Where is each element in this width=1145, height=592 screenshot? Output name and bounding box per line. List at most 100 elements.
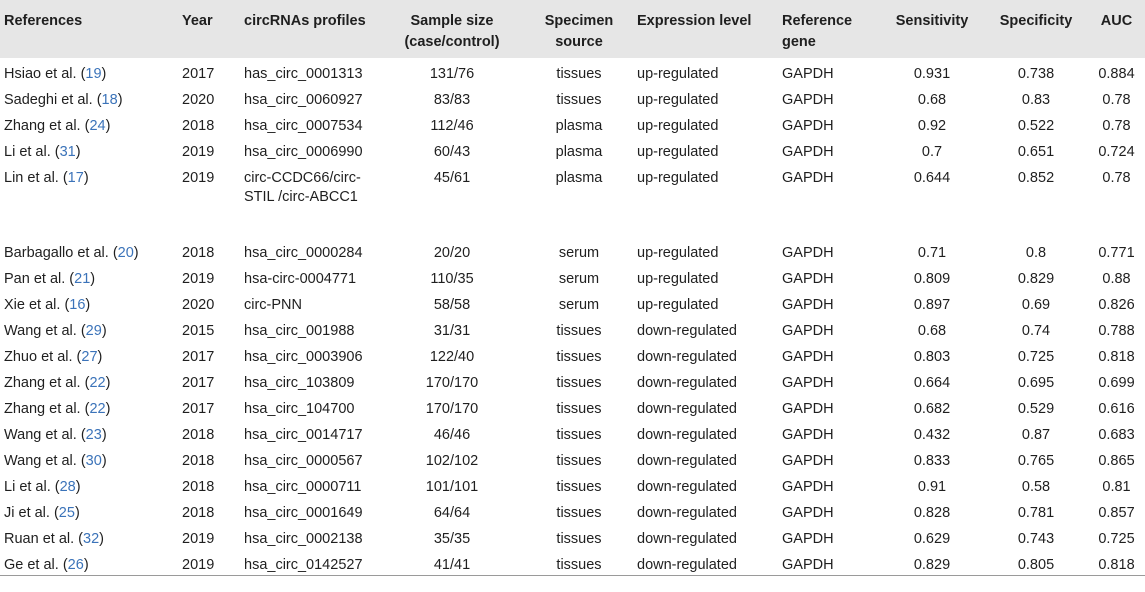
cell-circrna-profile: hsa_circ_0001649 xyxy=(244,505,363,521)
cell-reference: Xie et al. (16) xyxy=(0,289,178,315)
cell-sensitivity: 0.682 xyxy=(913,401,951,417)
cell-circrna-profile: hsa_circ_104700 xyxy=(244,401,355,417)
reference-number-link[interactable]: 32 xyxy=(83,531,100,547)
reference-author: Sadeghi et al. ( xyxy=(4,92,102,108)
cell-reference-gene: GAPDH xyxy=(782,427,834,443)
cell-expression-level: up-regulated xyxy=(637,144,719,160)
cell-circrna-profile: hsa_circ_0006990 xyxy=(244,144,363,160)
cell-sample-size: 45/61 xyxy=(433,170,471,186)
cell-sample-size: 35/35 xyxy=(433,531,471,547)
cell-reference-gene: GAPDH xyxy=(782,531,834,547)
reference-number-link[interactable]: 25 xyxy=(58,505,75,521)
reference-number-link[interactable]: 20 xyxy=(117,245,134,261)
reference-author: Zhang et al. ( xyxy=(4,375,90,391)
cell-year: 2017 xyxy=(182,401,215,417)
reference-close-paren: ) xyxy=(97,349,103,365)
cell-reference: Wang et al. (30) xyxy=(0,445,178,471)
data-table: References Year circRNAs profiles Sample… xyxy=(0,0,1145,576)
cell-year: 2017 xyxy=(182,349,215,365)
reference-close-paren: ) xyxy=(83,170,89,186)
reference-close-paren: ) xyxy=(133,245,139,261)
cell-sensitivity: 0.7 xyxy=(921,144,943,160)
cell-circrna-profile: hsa_circ_0142527 xyxy=(240,549,379,576)
reference-number-link[interactable]: 21 xyxy=(74,271,91,287)
cell-reference-gene: GAPDH xyxy=(782,401,834,417)
reference-number-link[interactable]: 22 xyxy=(89,375,106,391)
cell-specificity: 0.829 xyxy=(1017,271,1055,287)
cell-sample-size: 170/170 xyxy=(425,401,479,417)
cell-circrna-profile: hsa_circ_0002138 xyxy=(244,531,363,547)
table-row: Li et al. (31) 2019 hsa_circ_0006990 60/43 p… xyxy=(0,136,1145,162)
header-sample-size: Sample size (case/control) xyxy=(404,13,500,50)
cell-year: 2018 xyxy=(182,427,215,443)
cell-reference-gene: GAPDH xyxy=(782,349,834,365)
reference-close-paren: ) xyxy=(105,118,111,134)
cell-reference-gene: GAPDH xyxy=(782,245,834,261)
cell-specificity: 0.738 xyxy=(1017,66,1055,82)
reference-number-link[interactable]: 28 xyxy=(59,479,76,495)
header-specificity: Specificity xyxy=(999,13,1073,29)
cell-circrna-profile: hsa_circ_0000284 xyxy=(244,245,363,261)
reference-number-link[interactable]: 29 xyxy=(85,323,102,339)
table-row: Zhang et al. (22) 2017 hsa_circ_104700 170/… xyxy=(0,393,1145,419)
cell-specimen-source: tissues xyxy=(556,323,602,339)
cell-specimen-source: tissues xyxy=(556,479,602,495)
cell-reference: Ruan et al. (32) xyxy=(0,523,178,549)
cell-auc: 0.88 xyxy=(1102,271,1131,287)
cell-year: 2018 xyxy=(182,118,215,134)
cell-circrna-profile: circ-PNN xyxy=(244,297,302,313)
cell-sensitivity: 0.897 xyxy=(913,297,951,313)
cell-year: 2019 xyxy=(182,170,215,186)
cell-specificity: 0.805 xyxy=(984,549,1088,576)
cell-auc: 0.857 xyxy=(1098,505,1135,521)
cell-reference-gene: GAPDH xyxy=(782,118,834,134)
cell-specificity: 0.651 xyxy=(1017,144,1055,160)
reference-close-paren: ) xyxy=(105,401,111,417)
reference-close-paren: ) xyxy=(85,297,91,313)
reference-author: Zhang et al. ( xyxy=(4,401,90,417)
cell-circrna-profile: hsa_circ_0014717 xyxy=(244,427,363,443)
reference-number-link[interactable]: 18 xyxy=(101,92,118,108)
cell-specificity: 0.852 xyxy=(1017,170,1055,186)
reference-number-link[interactable]: 22 xyxy=(89,401,106,417)
cell-reference-gene: GAPDH xyxy=(782,271,834,287)
reference-number-link[interactable]: 26 xyxy=(67,557,84,573)
reference-number-link[interactable]: 31 xyxy=(59,144,76,160)
cell-auc: 0.865 xyxy=(1098,453,1135,469)
cell-specificity: 0.8 xyxy=(1025,245,1047,261)
table-row: Li et al. (28) 2018 hsa_circ_0000711 101/10… xyxy=(0,471,1145,497)
table-row: Zhang et al. (24) 2018 hsa_circ_0007534 112… xyxy=(0,110,1145,136)
header-references: References xyxy=(4,13,83,29)
cell-reference-gene: GAPDH xyxy=(782,144,834,160)
cell-reference: Sadeghi et al. (18) xyxy=(0,84,178,110)
cell-specificity: 0.522 xyxy=(1017,118,1055,134)
cell-specimen-source: tissues xyxy=(556,349,602,365)
cell-auc: 0.788 xyxy=(1098,323,1135,339)
reference-number-link[interactable]: 17 xyxy=(67,170,84,186)
reference-number-link[interactable]: 19 xyxy=(85,66,102,82)
cell-auc: 0.78 xyxy=(1102,118,1131,134)
reference-number-link[interactable]: 24 xyxy=(89,118,106,134)
reference-number-link[interactable]: 23 xyxy=(85,427,102,443)
cell-specificity: 0.529 xyxy=(1017,401,1055,417)
cell-reference: Li et al. (31) xyxy=(0,136,178,162)
cell-circrna-profile: hsa_circ_0000567 xyxy=(244,453,363,469)
cell-expression-level: up-regulated xyxy=(637,92,719,108)
table-row: Barbagallo et al. (20) 2018 hsa_circ_00002… xyxy=(0,237,1145,263)
cell-specificity: 0.58 xyxy=(1021,479,1051,495)
cell-circrna-profile: hsa_circ_0060927 xyxy=(244,92,363,108)
cell-specimen-source: tissues xyxy=(556,427,602,443)
cell-auc: 0.818 xyxy=(1088,549,1145,576)
cell-auc: 0.771 xyxy=(1098,245,1135,261)
cell-specimen-source: tissues xyxy=(556,401,602,417)
cell-year: 2017 xyxy=(182,66,215,82)
cell-specificity: 0.765 xyxy=(1017,453,1055,469)
cell-sensitivity: 0.71 xyxy=(917,245,947,261)
reference-number-link[interactable]: 30 xyxy=(85,453,102,469)
cell-sample-size: 110/35 xyxy=(430,271,474,287)
cell-specimen-source: plasma xyxy=(555,170,603,186)
cell-auc: 0.725 xyxy=(1098,531,1135,547)
reference-number-link[interactable]: 16 xyxy=(69,297,86,313)
cell-specimen-source: tissues xyxy=(556,453,602,469)
reference-number-link[interactable]: 27 xyxy=(81,349,98,365)
